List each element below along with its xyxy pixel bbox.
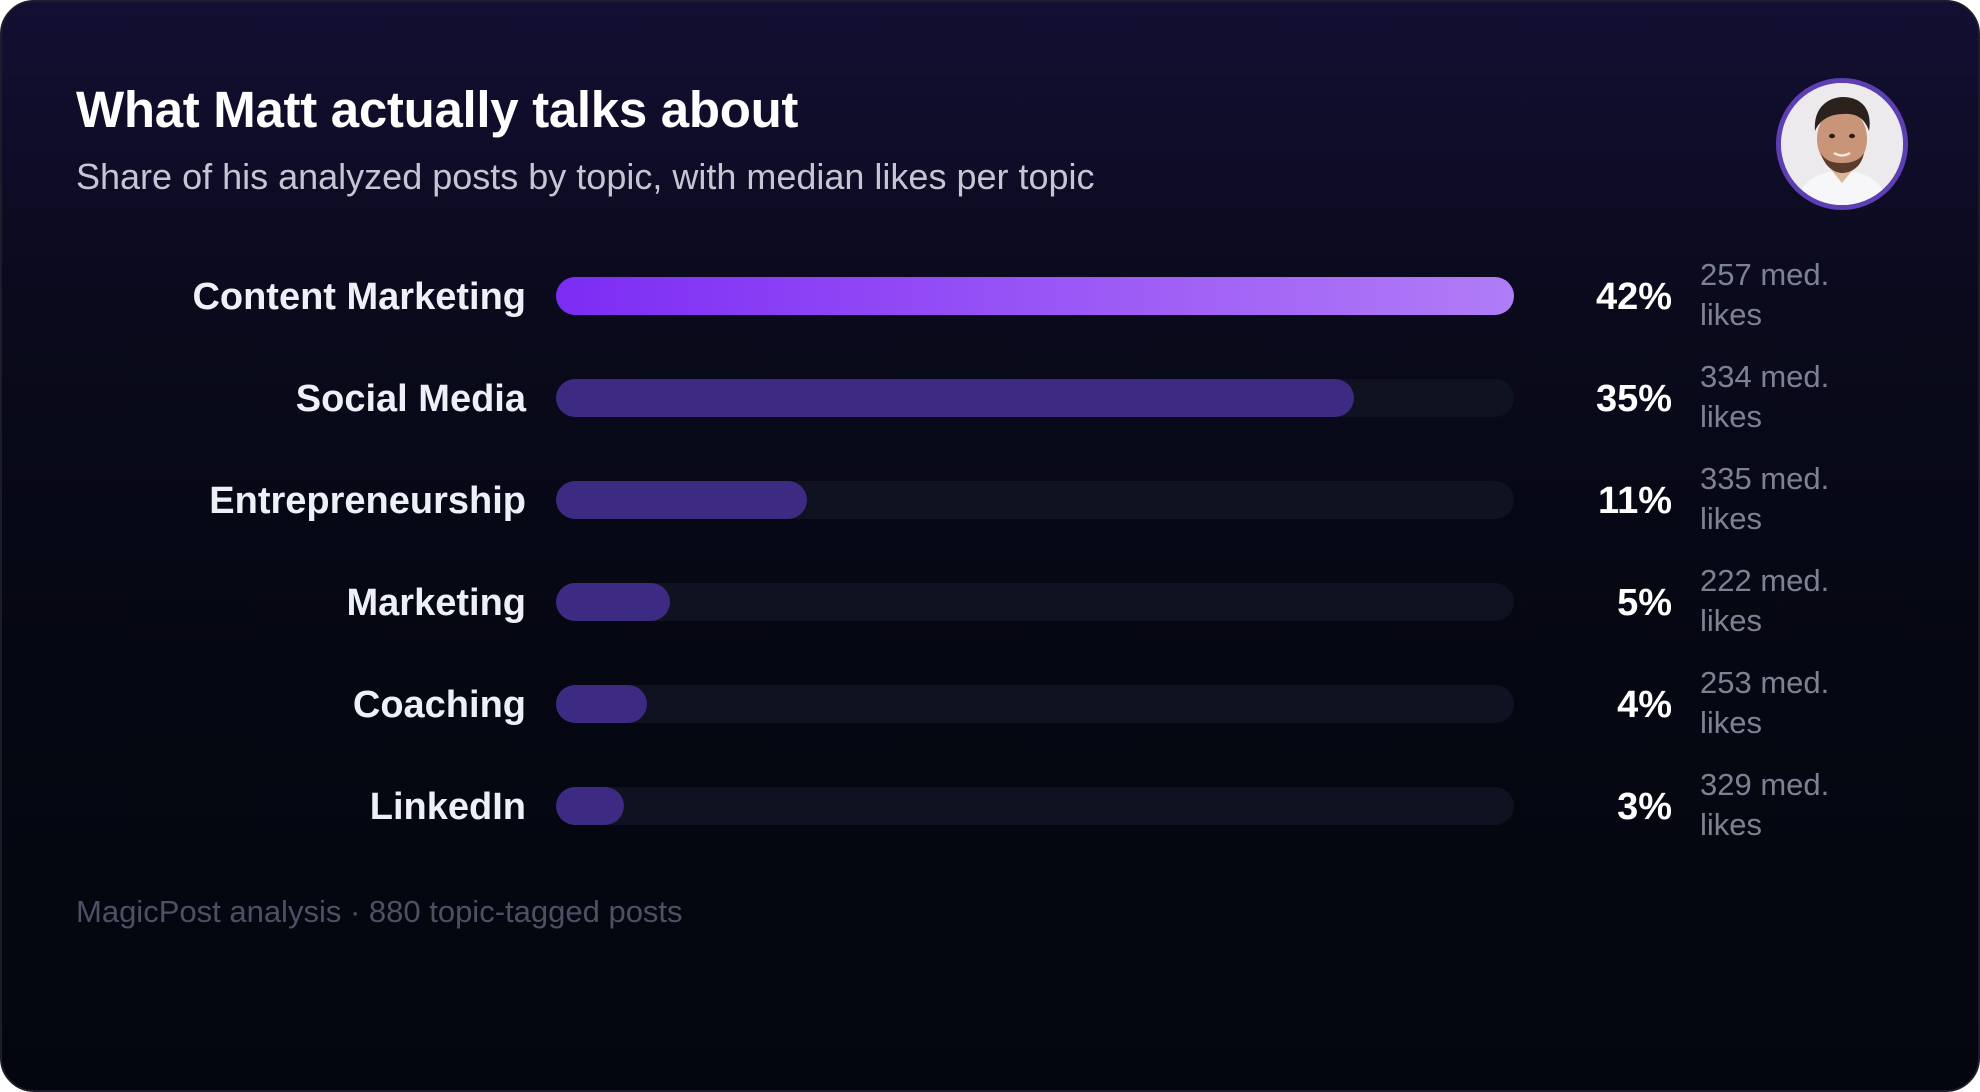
chart-row: Entrepreneurship 11% 335 med. likes	[2, 460, 1978, 540]
percent-label: 4%	[1617, 684, 1672, 726]
median-likes-label: 329 med. likes	[1700, 767, 1830, 842]
bar	[556, 583, 671, 621]
chart-row: Content Marketing 42% 257 med. likes	[2, 256, 1978, 336]
median-likes-label: 257 med. likes	[1700, 257, 1830, 332]
percent-label: 11%	[1598, 480, 1672, 522]
category-label: Coaching	[352, 684, 526, 726]
category-label: Content Marketing	[192, 276, 526, 318]
median-likes-label: 335 med. likes	[1700, 461, 1830, 536]
chart-row: Coaching 4% 253 med. likes	[2, 664, 1978, 744]
category-label: Entrepreneurship	[209, 480, 526, 522]
bar	[556, 481, 807, 519]
median-likes-label: 334 med. likes	[1700, 359, 1830, 434]
chart-row: LinkedIn 3% 329 med. likes	[2, 766, 1978, 846]
percent-label: 5%	[1617, 582, 1672, 624]
chart-row: Social Media 35% 334 med. likes	[2, 358, 1978, 438]
category-label: Social Media	[295, 378, 526, 420]
chart-title: What Matt actually talks about	[76, 81, 799, 138]
category-label: LinkedIn	[369, 786, 526, 828]
source-footnote: MagicPost analysis · 880 topic-tagged po…	[76, 894, 683, 929]
bar-track	[556, 685, 1514, 723]
chart-row: Marketing 5% 222 med. likes	[2, 562, 1978, 642]
bar	[556, 685, 648, 723]
median-likes-label: 222 med. likes	[1700, 563, 1830, 638]
bar-track	[556, 787, 1514, 825]
bar-track	[556, 379, 1514, 417]
bar	[556, 277, 1514, 315]
percent-label: 35%	[1595, 378, 1672, 420]
person-portrait-icon	[1781, 83, 1903, 205]
bar-track	[556, 583, 1514, 621]
bar-track	[556, 481, 1514, 519]
chart-subtitle: Share of his analyzed posts by topic, wi…	[76, 156, 1095, 197]
percent-label: 42%	[1595, 276, 1672, 318]
category-label: Marketing	[346, 582, 526, 624]
median-likes-label: 253 med. likes	[1700, 665, 1830, 740]
bar	[556, 787, 625, 825]
avatar	[1776, 78, 1908, 210]
bar-track	[556, 277, 1514, 315]
percent-label: 3%	[1617, 786, 1672, 828]
bar	[556, 379, 1355, 417]
